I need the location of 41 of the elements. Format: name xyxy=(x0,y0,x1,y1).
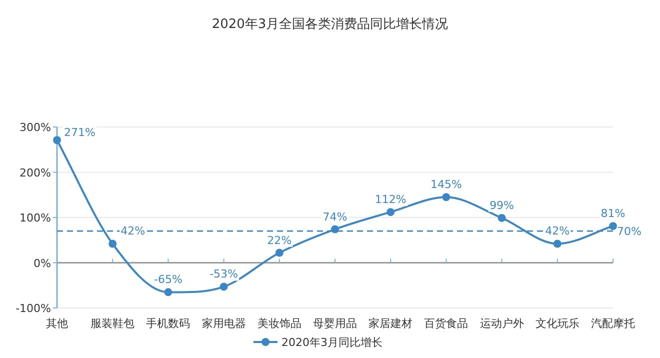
y-tick-label: 300% xyxy=(20,121,51,134)
data-label: 271% xyxy=(64,126,96,140)
x-tick-label: 服装鞋包 xyxy=(90,317,135,330)
data-label: 112% xyxy=(374,193,406,206)
data-label: -65% xyxy=(154,273,182,286)
x-tick-label: 百货食品 xyxy=(424,317,468,330)
x-tick-label: 文化玩乐 xyxy=(535,317,580,330)
point xyxy=(275,248,284,257)
point xyxy=(553,240,562,248)
chart-title: 2020年3月全国各类消费品同比增长情况 xyxy=(212,17,448,32)
x-tick-label: 母婴用品 xyxy=(313,317,357,330)
data-label: 74% xyxy=(322,210,348,224)
y-tick-label: 100% xyxy=(20,212,51,224)
data-label: 42% xyxy=(545,224,570,238)
data-label: 81% xyxy=(600,207,626,220)
x-tick-label: 美妆饰品 xyxy=(257,317,302,330)
y-tick-label: 200% xyxy=(20,166,51,180)
x-tick-label: 运动户外 xyxy=(480,317,524,330)
data-label: 99% xyxy=(490,198,514,212)
point xyxy=(164,288,172,296)
point xyxy=(498,214,506,222)
x-tick-label: 家居建材 xyxy=(368,317,413,330)
point xyxy=(108,240,117,248)
x-tick-label: 汽配摩托 xyxy=(591,317,635,330)
data-label: 145% xyxy=(430,178,462,192)
x-tick-label: 家用电器 xyxy=(202,317,246,330)
y-tick-label: 0% xyxy=(34,256,51,270)
data-label: -53% xyxy=(210,268,238,281)
point xyxy=(609,222,617,230)
point xyxy=(220,282,228,291)
point xyxy=(53,136,61,144)
legend-label: 2020年3月同比增长 xyxy=(282,336,382,349)
data-label: 22% xyxy=(267,234,292,247)
x-tick-label: 其他 xyxy=(46,317,68,330)
y-tick-label: -100% xyxy=(16,302,51,315)
data-label: 42% xyxy=(120,224,146,238)
point xyxy=(331,225,339,234)
point xyxy=(386,208,395,216)
x-tick-label: 手机数码 xyxy=(146,317,190,330)
point xyxy=(442,193,450,202)
ref-line-label: 70% xyxy=(617,225,642,238)
